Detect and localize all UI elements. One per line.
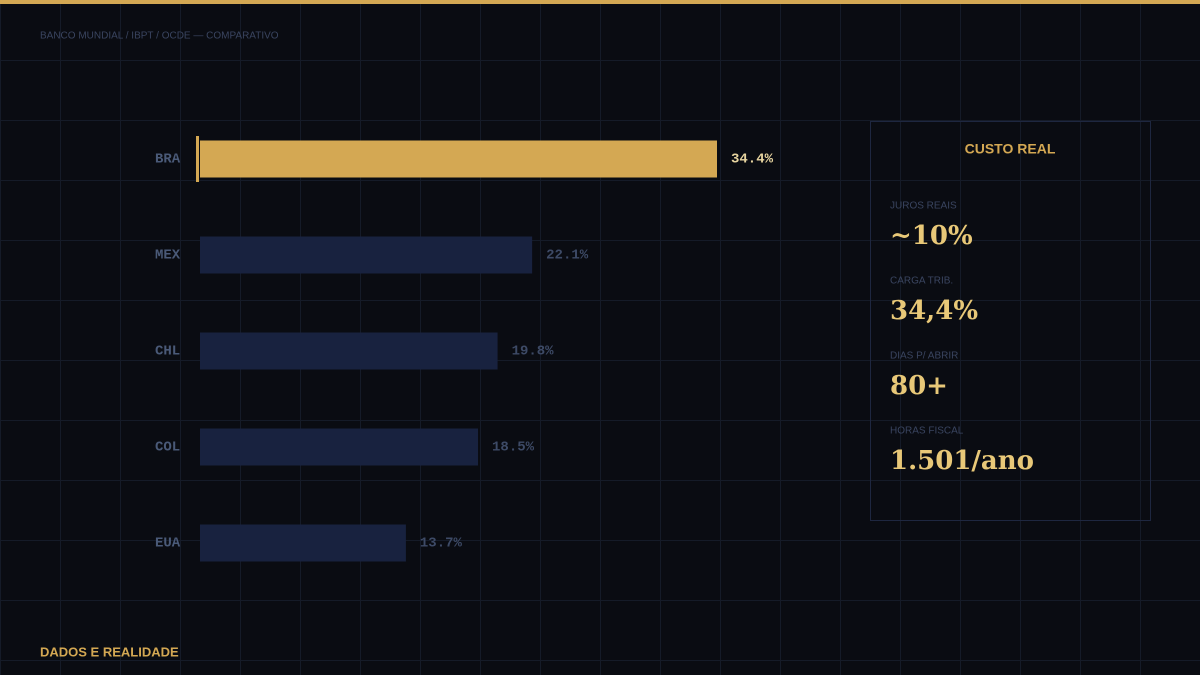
panel-value: 80+ — [890, 371, 948, 401]
category-label: CHL — [155, 344, 180, 360]
top-bar — [0, 0, 1200, 4]
panel-label: HORAS FISCAL — [890, 426, 964, 437]
bar — [200, 428, 479, 466]
bar — [200, 524, 406, 562]
panel-value: 34,4% — [890, 296, 978, 326]
panel-value: 1.501/ano — [890, 446, 1034, 476]
value-label: 34.4% — [731, 152, 774, 168]
value-label: 19.8% — [512, 344, 555, 360]
value-label: 18.5% — [492, 440, 535, 456]
category-label: BRA — [155, 152, 181, 168]
panel-label: DIAS P/ ABRIR — [890, 351, 958, 362]
panel-title: CUSTO REAL — [965, 141, 1056, 157]
value-label: 22.1% — [546, 248, 589, 264]
panel-label: CARGA TRIB. — [890, 276, 953, 287]
category-label: EUA — [155, 536, 181, 552]
bar — [200, 236, 533, 274]
highlight-marker — [196, 136, 199, 182]
bar — [200, 332, 498, 370]
panel-label: JUROS REAIS — [890, 201, 957, 212]
value-label: 13.7% — [420, 536, 463, 552]
panel — [870, 121, 1151, 521]
footer: DADOS E REALIDADE — [40, 644, 179, 659]
panel-value: ~10% — [890, 221, 973, 251]
category-label: COL — [155, 440, 180, 456]
source: BANCO MUNDIAL / IBPT / OCDE — COMPARATIV… — [40, 31, 279, 42]
category-label: MEX — [155, 248, 181, 264]
bar — [200, 140, 717, 178]
